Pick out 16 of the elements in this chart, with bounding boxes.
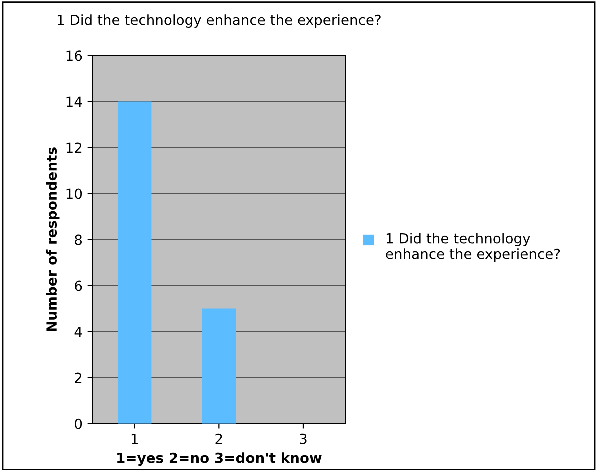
y-tick-label: 4 <box>74 326 82 338</box>
y-tick-label: 0 <box>75 418 82 430</box>
chart-title: 1 Did the technology enhance the experience? <box>58 14 381 28</box>
y-tick-label: 6 <box>75 280 82 292</box>
x-axis-title: 1=yes 2=no 3=don't know <box>118 452 322 466</box>
x-tick-label: 2 <box>216 434 222 444</box>
y-tick-label: 2 <box>75 372 82 384</box>
y-tick-label: 12 <box>66 142 82 154</box>
y-tick-label: 8 <box>75 234 82 246</box>
legend-label: 1 Did the technology enhance the experience? <box>386 233 560 262</box>
x-tick-label: 1 <box>132 434 138 444</box>
y-axis-title: Number of respondents <box>46 148 60 332</box>
y-tick-label: 14 <box>66 96 82 107</box>
y-tick-label: 16 <box>66 50 82 62</box>
y-tick-label: 10 <box>66 188 82 200</box>
x-tick-label: 3 <box>300 434 307 444</box>
